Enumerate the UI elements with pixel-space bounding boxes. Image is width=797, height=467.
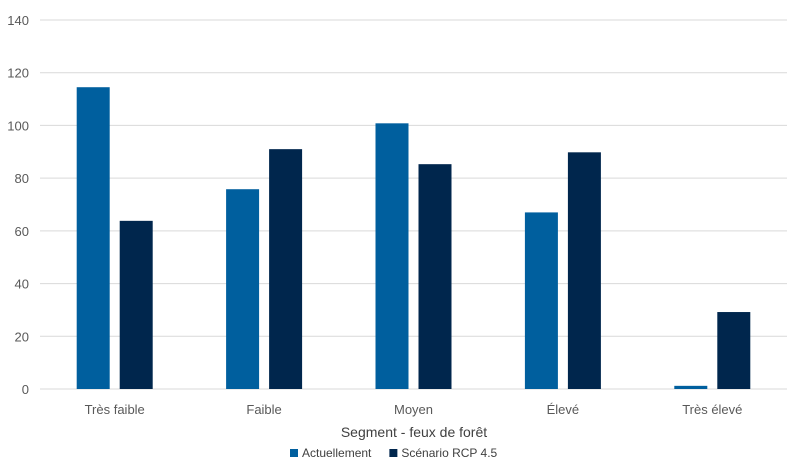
bar-actuellement <box>524 212 558 389</box>
x-axis-ticks: Très faible Faible Moyen Élevé Très élevé <box>85 402 743 417</box>
bar-actuellement <box>375 123 409 389</box>
bar-rcp45 <box>717 312 751 389</box>
x-axis-title: Segment - feux de forêt <box>341 424 487 440</box>
y-tick-label: 80 <box>15 171 29 186</box>
y-tick-label: 120 <box>7 66 29 81</box>
y-tick-label: 60 <box>15 224 29 239</box>
legend-label: Scénario RCP 4.5 <box>401 446 497 460</box>
bar-rcp45 <box>567 152 601 389</box>
x-tick-label: Très faible <box>85 402 145 417</box>
y-axis-ticks: 0 20 40 60 80 100 120 140 <box>7 13 29 397</box>
legend-swatch <box>290 449 298 457</box>
y-tick-label: 100 <box>7 118 29 133</box>
bar-rcp45 <box>269 149 303 389</box>
bar-rcp45 <box>119 220 153 389</box>
legend: Actuellement Scénario RCP 4.5 <box>290 446 498 460</box>
bars <box>76 87 751 389</box>
bar-actuellement <box>226 189 260 389</box>
y-tick-label: 40 <box>15 277 29 292</box>
legend-swatch <box>389 449 398 457</box>
x-tick-label: Moyen <box>394 402 433 417</box>
y-tick-label: 20 <box>15 329 29 344</box>
bar-rcp45 <box>418 164 452 389</box>
bar-actuellement <box>674 385 708 389</box>
gridlines <box>40 19 787 390</box>
x-tick-label: Élevé <box>547 402 580 417</box>
y-tick-label: 140 <box>7 13 29 28</box>
bar-actuellement <box>76 87 110 389</box>
legend-label: Actuellement <box>302 446 372 460</box>
x-tick-label: Faible <box>246 402 281 417</box>
x-tick-label: Très élevé <box>682 402 742 417</box>
y-tick-label: 0 <box>22 382 29 397</box>
